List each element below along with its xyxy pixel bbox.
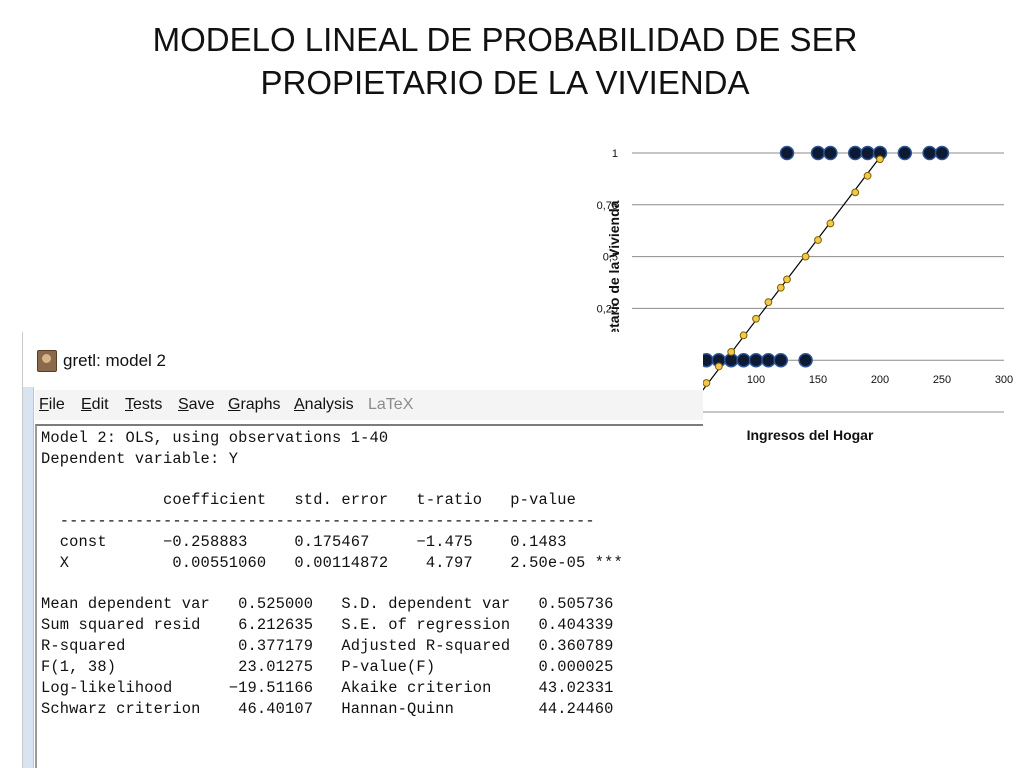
observed-point — [810, 145, 826, 161]
observed-point — [736, 352, 751, 368]
menu-edit[interactable]: Edit — [81, 396, 109, 413]
menu-tests[interactable]: Tests — [125, 396, 163, 413]
slide-title: MODELO LINEAL DE PROBABILIDAD DE SER PRO… — [80, 18, 930, 104]
output-line: const −0.258883 0.175467 −1.475 0.1483 — [41, 533, 567, 551]
observed-point — [779, 145, 795, 161]
y-tick-label: 1 — [612, 148, 618, 160]
slide-title-line2: PROPIETARIO DE LA VIVIENDA — [260, 64, 750, 101]
observed-point — [847, 145, 863, 161]
model-output[interactable]: Model 2: OLS, using observations 1-40 De… — [35, 424, 703, 768]
menubar: File Edit Tests Save Graphs Analysis LaT… — [35, 390, 703, 420]
observed-point — [922, 145, 937, 161]
fitted-point — [801, 252, 810, 261]
menu-file[interactable]: File — [39, 396, 65, 413]
fitted-point — [727, 348, 736, 356]
observed-point — [934, 145, 950, 161]
output-line: Schwarz criterion 46.40107 Hannan-Quinn … — [41, 700, 614, 718]
x-tick-label: 100 — [747, 374, 765, 386]
fitted-point — [714, 362, 723, 371]
output-line: Sum squared resid 6.212635 S.E. of regre… — [41, 616, 614, 634]
output-line: ----------------------------------------… — [41, 512, 595, 530]
x-tick-label: 200 — [871, 374, 889, 386]
x-tick-label: 150 — [809, 374, 827, 386]
y-tick-label: 0,75 — [597, 200, 618, 212]
window-frame — [23, 340, 34, 768]
fitted-point — [814, 236, 822, 244]
fitted-point — [739, 331, 748, 340]
window-titlebar[interactable]: gretl: model 2 — [23, 332, 703, 387]
output-line: X 0.00551060 0.00114872 4.797 2.50e-05 *… — [41, 554, 623, 572]
fitted-point — [752, 314, 760, 323]
menu-graphs[interactable]: Graphs — [228, 396, 281, 413]
observed-point — [860, 145, 875, 161]
output-line: F(1, 38) 23.01275 P-value(F) 0.000025 — [41, 658, 614, 676]
observed-point — [773, 352, 789, 368]
x-tick-label: 300 — [995, 374, 1013, 386]
output-line: Model 2: OLS, using observations 1-40 — [41, 429, 389, 447]
gretl-app-icon — [37, 350, 57, 372]
y-tick-label: 0,5 — [603, 252, 618, 264]
observed-point — [761, 352, 776, 368]
fitted-point — [783, 275, 791, 284]
fitted-point — [826, 219, 835, 228]
observed-point — [798, 352, 813, 368]
menu-analysis[interactable]: Analysis — [294, 396, 354, 413]
output-line: Mean dependent var 0.525000 S.D. depende… — [41, 595, 614, 613]
menu-latex[interactable]: LaTeX — [368, 396, 414, 413]
x-axis-title: Ingresos del Hogar — [746, 427, 874, 443]
fitted-point — [776, 283, 785, 292]
fitted-point — [876, 155, 884, 164]
fitted-point — [863, 171, 872, 180]
y-tick-label: 0,25 — [597, 303, 618, 315]
fitted-point — [764, 298, 773, 307]
observed-point — [823, 145, 838, 161]
output-line: R-squared 0.377179 Adjusted R-squared 0.… — [41, 637, 614, 655]
menu-save[interactable]: Save — [178, 396, 215, 413]
slide-title-line1: MODELO LINEAL DE PROBABILIDAD DE SER — [152, 21, 858, 58]
x-tick-label: 250 — [933, 374, 951, 386]
scatter-chart: -0,2500,250,50,751050100150200250300 Ing… — [590, 140, 1020, 460]
fitted-point — [702, 379, 711, 387]
output-line: coefficient std. error t-ratio p-value — [41, 491, 576, 509]
observed-point — [897, 145, 913, 161]
window-title: gretl: model 2 — [63, 351, 166, 370]
gretl-window: gretl: model 2 File Edit Tests Save Grap… — [22, 332, 703, 768]
fitted-point — [851, 188, 860, 197]
output-line: Dependent variable: Y — [41, 450, 239, 468]
output-line: Log-likelihood −19.51166 Akaike criterio… — [41, 679, 614, 697]
observed-point — [748, 352, 764, 368]
